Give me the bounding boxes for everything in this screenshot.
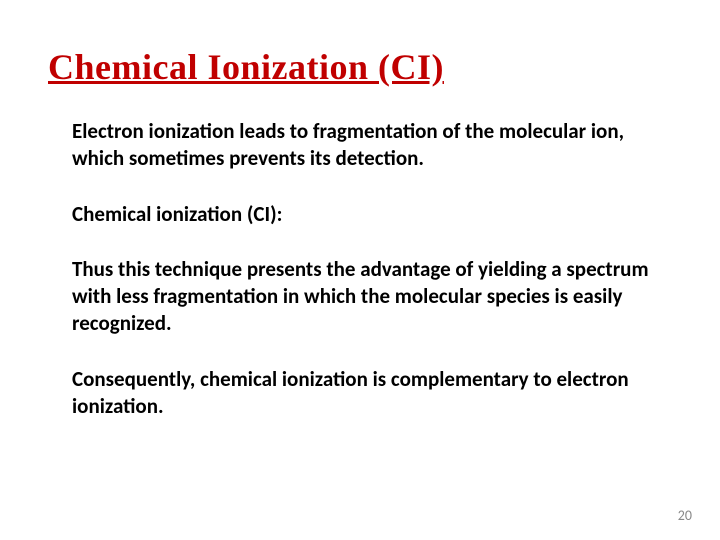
body-paragraph: Electron ionization leads to fragmentati… [72, 118, 652, 173]
slide-body: Electron ionization leads to fragmentati… [72, 118, 652, 448]
page-number: 20 [678, 507, 692, 524]
body-paragraph: Chemical ionization (CI): [72, 201, 652, 228]
body-paragraph: Consequently, chemical ionization is com… [72, 366, 652, 421]
body-paragraph: Thus this technique presents the advanta… [72, 256, 652, 338]
slide: Chemical Ionization (CI) Electron ioniza… [0, 0, 720, 540]
slide-title: Chemical Ionization (CI) [48, 46, 444, 88]
